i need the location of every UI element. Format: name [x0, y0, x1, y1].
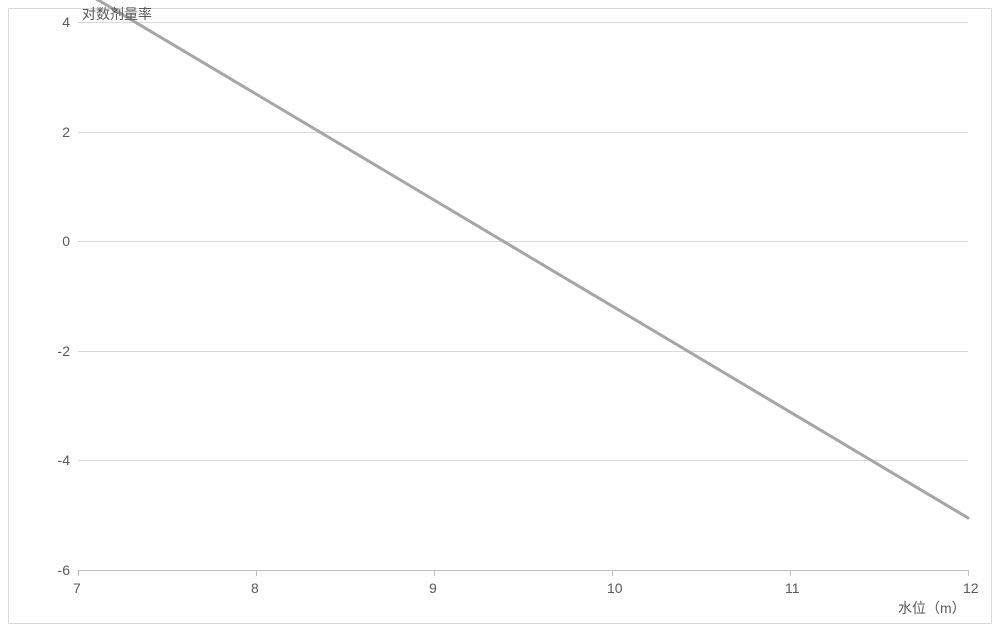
- chart-root: -6 -4 -2 0 2 4 对数剂量率 7 8 9 10 11 12 水位（m）: [0, 0, 1000, 632]
- plot-area: [78, 22, 968, 570]
- series-line: [78, 0, 968, 518]
- y-axis-title: 对数剂量率: [82, 4, 152, 24]
- x-axis-baseline: [78, 570, 968, 571]
- x-tick-mark: [612, 570, 613, 576]
- y-tick-label: -4: [58, 452, 70, 468]
- x-tick-label: 8: [251, 580, 259, 596]
- x-tick-mark: [256, 570, 257, 576]
- y-tick-label: -2: [58, 343, 70, 359]
- x-tick-label: 10: [607, 580, 623, 596]
- y-tick-label: 2: [62, 124, 70, 140]
- x-tick-label: 11: [785, 580, 800, 596]
- x-axis-title: 水位（m）: [898, 598, 966, 618]
- x-tick-mark: [78, 570, 79, 576]
- y-tick-label: 4: [62, 14, 70, 30]
- series-layer: [78, 22, 968, 570]
- x-tick-mark: [434, 570, 435, 576]
- y-tick-label: 0: [62, 233, 70, 249]
- x-tick-mark: [968, 570, 969, 576]
- x-tick-label: 7: [73, 580, 81, 596]
- y-tick-label: -6: [58, 562, 70, 578]
- x-tick-mark: [790, 570, 791, 576]
- x-tick-label: 12: [963, 580, 979, 596]
- x-tick-label: 9: [429, 580, 437, 596]
